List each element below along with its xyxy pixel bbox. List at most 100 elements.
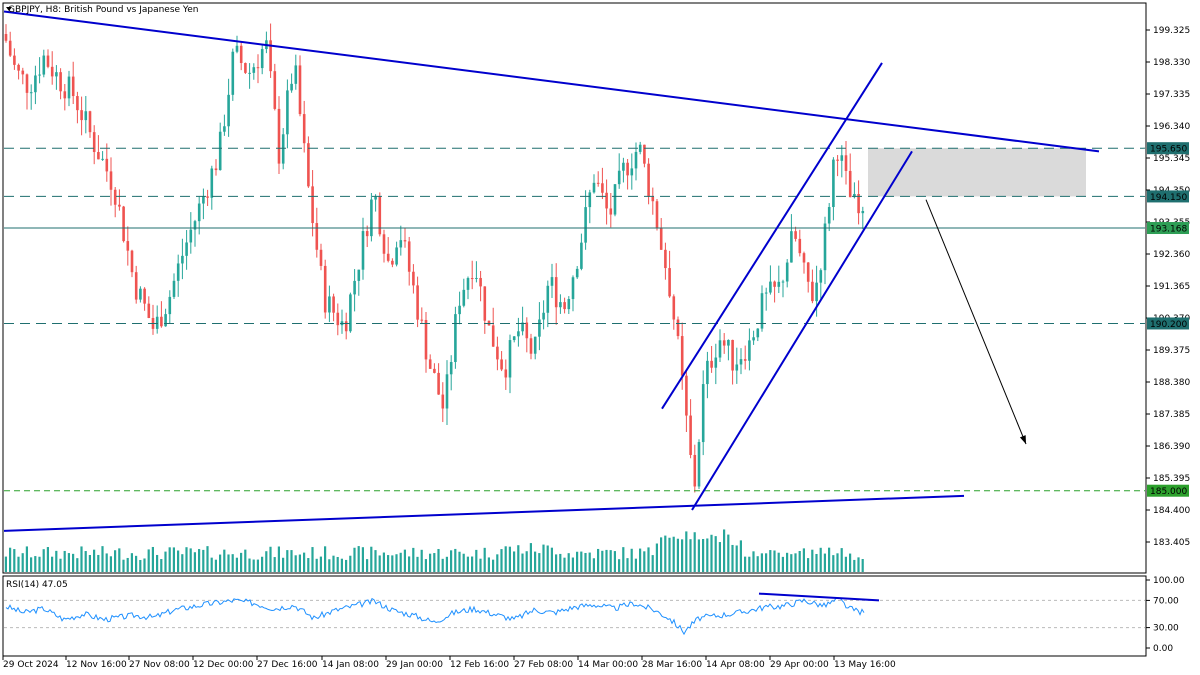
price-tick-label: 185.395 bbox=[1153, 474, 1190, 484]
volume-bar bbox=[290, 550, 293, 572]
candle-body bbox=[659, 228, 663, 250]
volume-bar bbox=[849, 553, 852, 572]
volume-bar bbox=[492, 559, 495, 572]
volume-bar bbox=[118, 548, 121, 572]
candle-body bbox=[109, 171, 113, 190]
candle-body bbox=[193, 221, 197, 230]
volume-bar bbox=[84, 551, 87, 572]
time-tick-label: 12 Nov 16:00 bbox=[66, 660, 127, 670]
candle-body bbox=[55, 72, 58, 77]
candle-body bbox=[332, 296, 335, 313]
volume-bar bbox=[42, 549, 45, 572]
candle-body bbox=[147, 303, 151, 318]
volume-bar bbox=[588, 552, 591, 572]
volume-bar bbox=[9, 547, 12, 572]
volume-bar bbox=[387, 555, 390, 572]
candle-body bbox=[181, 255, 184, 264]
candle-body bbox=[643, 144, 646, 164]
candle-body bbox=[794, 231, 797, 239]
candle-body bbox=[391, 260, 394, 265]
price-tick-label: 189.375 bbox=[1153, 346, 1190, 356]
time-tick-label: 29 Jan 00:00 bbox=[386, 660, 443, 670]
price-tick-label: 191.365 bbox=[1153, 282, 1190, 292]
candle-body bbox=[42, 55, 46, 75]
candle-body bbox=[248, 72, 251, 74]
candle-body bbox=[218, 131, 222, 171]
volume-bar bbox=[723, 529, 726, 572]
candle-body bbox=[554, 277, 558, 308]
candle-body bbox=[336, 312, 340, 326]
candle-body bbox=[214, 168, 218, 171]
volume-bar bbox=[576, 551, 579, 572]
volume-bar bbox=[739, 540, 742, 572]
volume-bar bbox=[660, 537, 663, 572]
volume-bar bbox=[193, 552, 196, 572]
volume-bar bbox=[807, 558, 810, 572]
volume-bar bbox=[685, 531, 688, 572]
candle-body bbox=[752, 337, 755, 341]
volume-bar bbox=[706, 538, 709, 572]
volume-bar bbox=[109, 556, 112, 572]
volume-bar bbox=[378, 555, 381, 572]
price-tick-label: 195.345 bbox=[1153, 154, 1190, 164]
candle-body bbox=[680, 336, 684, 376]
volume-bar bbox=[786, 552, 789, 572]
candle-body bbox=[722, 340, 726, 346]
volume-bar bbox=[17, 556, 20, 572]
candle-body bbox=[785, 262, 789, 282]
volume-bar bbox=[618, 559, 621, 572]
candle-body bbox=[34, 75, 37, 93]
volume-bar bbox=[752, 551, 755, 572]
chart-title: GBPJPY, H8: British Pound vs Japanese Ye… bbox=[8, 5, 198, 15]
volume-bar bbox=[534, 551, 537, 572]
volume-bar bbox=[416, 556, 419, 572]
candle-body bbox=[286, 90, 289, 135]
volume-bar bbox=[227, 554, 230, 572]
volume-bar bbox=[857, 557, 860, 572]
volume-bar bbox=[815, 553, 818, 572]
volume-bar bbox=[681, 539, 684, 572]
candle-body bbox=[260, 49, 264, 69]
price-label-box bbox=[1147, 142, 1189, 155]
candle-body bbox=[210, 168, 214, 198]
candle-body bbox=[832, 159, 835, 208]
candle-body bbox=[67, 76, 71, 99]
volume-bar bbox=[403, 549, 406, 572]
volume-bar bbox=[487, 557, 490, 572]
volume-bar bbox=[756, 556, 759, 572]
volume-bar bbox=[668, 537, 671, 572]
candle-body bbox=[269, 40, 272, 72]
volume-bar bbox=[181, 554, 184, 572]
candle-body bbox=[567, 299, 571, 310]
candle-body bbox=[622, 162, 625, 171]
rsi-layer bbox=[4, 592, 1145, 636]
candle-body bbox=[697, 442, 701, 487]
volume-bar bbox=[790, 554, 793, 572]
candle-body bbox=[857, 194, 860, 214]
candle-body bbox=[281, 134, 285, 164]
volume-bar bbox=[168, 547, 171, 572]
volume-bar bbox=[844, 556, 847, 572]
volume-bar bbox=[256, 559, 259, 572]
candle-body bbox=[672, 296, 676, 320]
candle-body bbox=[664, 249, 667, 269]
candle-body bbox=[592, 182, 596, 193]
trendlines-layer bbox=[3, 10, 1100, 532]
candle-body bbox=[97, 152, 100, 160]
candle-body bbox=[13, 55, 16, 65]
candle-body bbox=[542, 312, 545, 320]
candle-body bbox=[773, 281, 776, 287]
volume-bar bbox=[172, 547, 175, 572]
symbol-dropdown-icon[interactable] bbox=[6, 7, 12, 11]
candle-body bbox=[735, 364, 739, 371]
volume-bar bbox=[244, 549, 247, 572]
volume-bar bbox=[382, 552, 385, 572]
candle-body bbox=[790, 231, 793, 263]
price-label-box bbox=[1147, 190, 1189, 203]
time-tick-label: 27 Dec 16:00 bbox=[257, 660, 318, 670]
projection-arrow-head bbox=[1019, 435, 1026, 445]
volume-bars bbox=[4, 529, 864, 572]
volume-bar bbox=[252, 559, 255, 572]
volume-bar bbox=[412, 547, 415, 572]
volume-bar bbox=[361, 547, 364, 572]
